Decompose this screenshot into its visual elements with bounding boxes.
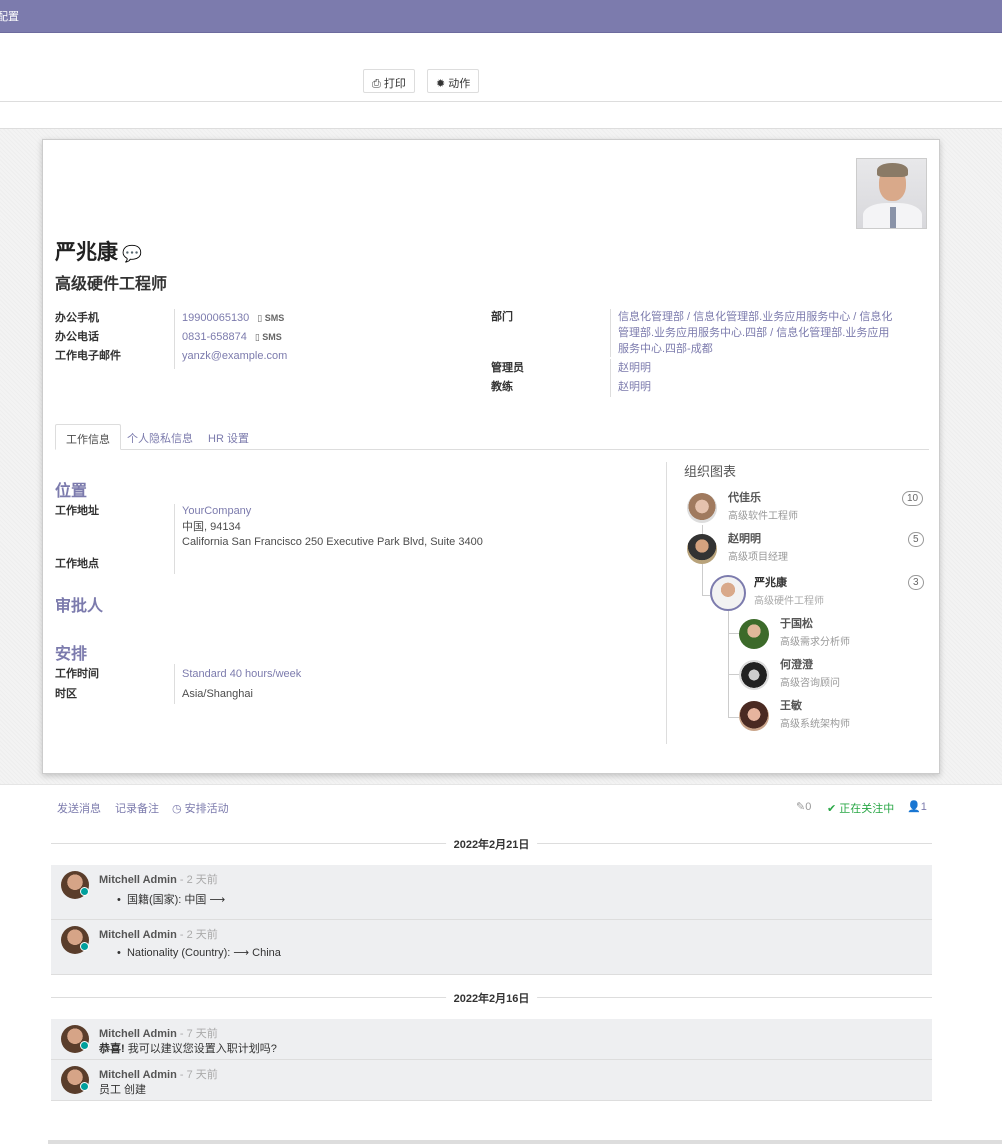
app-title[interactable]: 配置 — [0, 11, 19, 23]
org-line — [702, 595, 710, 596]
form-tabs: 工作信息 个人隐私信息 HR 设置 — [55, 424, 929, 450]
send-message-button[interactable]: 发送消息 — [57, 803, 101, 815]
print-icon: ⎙ — [372, 78, 381, 90]
date-separator: 2022年2月21日 — [51, 836, 932, 852]
working-hours[interactable]: Standard 40 hours/week — [174, 664, 301, 684]
schedule-fields: 工作时间 Standard 40 hours/week 时区 Asia/Shangh… — [55, 664, 301, 704]
author-name[interactable]: Mitchell Admin — [99, 874, 177, 886]
date-separator: 2022年2月16日 — [51, 990, 932, 1006]
location-fields: 工作地址 YourCompany 中国, 94134 California San F… — [55, 504, 483, 574]
gear-icon: ✹ — [436, 78, 446, 90]
employee-form-sheet: 严兆康 💬 高级硬件工程师 办公手机 19900065130 ▯ SMS 办公电话 08… — [42, 139, 940, 774]
check-icon: ✔ — [827, 803, 837, 815]
subordinate-count[interactable]: 5 — [908, 532, 924, 547]
online-status-icon — [80, 1041, 89, 1050]
message: Mitchell Admin - 2 天前 • 国籍(国家): 中国 ⟶ — [51, 865, 932, 920]
attachments-button[interactable]: ✎0 — [796, 801, 812, 813]
avatar — [739, 619, 769, 649]
chat-icon[interactable]: 💬 — [122, 246, 142, 263]
following-button[interactable]: ✔ 正在关注中 — [827, 803, 895, 815]
online-status-icon — [80, 1082, 89, 1091]
work-address[interactable]: YourCompany 中国, 94134 California San Franc… — [174, 504, 483, 555]
mobile-phone[interactable]: 19900065130 ▯ SMS — [174, 309, 284, 328]
tab-hr-settings[interactable]: HR 设置 — [208, 433, 249, 445]
print-button[interactable]: ⎙ 打印 — [363, 69, 415, 93]
tab-private-info[interactable]: 个人隐私信息 — [127, 433, 193, 445]
paperclip-icon: ✎ — [796, 801, 806, 813]
sms-button[interactable]: ▯ SMS — [254, 332, 282, 342]
author-name[interactable]: Mitchell Admin — [99, 1028, 177, 1040]
schedule-activity-button[interactable]: ◷ 安排活动 — [172, 803, 229, 815]
scrollbar[interactable] — [48, 1140, 1002, 1144]
manager[interactable]: 赵明明 — [610, 359, 651, 378]
online-status-icon — [80, 942, 89, 951]
log-note-button[interactable]: 记录备注 — [115, 803, 159, 815]
org-chart-title: 组织图表 — [684, 464, 737, 479]
section-location: 位置 — [55, 483, 88, 500]
control-panel: ⎙ 打印 ✹ 动作 — [0, 33, 1002, 102]
subordinate-count[interactable]: 3 — [908, 575, 924, 590]
section-schedule: 安排 — [55, 646, 88, 663]
org-line — [728, 633, 740, 634]
timezone[interactable]: Asia/Shanghai — [174, 684, 253, 704]
org-line — [728, 717, 740, 718]
followers-button[interactable]: 👤1 — [907, 801, 927, 813]
action-button[interactable]: ✹ 动作 — [427, 69, 480, 93]
avatar — [739, 660, 769, 690]
top-navbar: 配置 — [0, 0, 1002, 33]
org-line — [728, 674, 740, 675]
avatar — [710, 575, 746, 611]
avatar — [687, 534, 717, 564]
author-name[interactable]: Mitchell Admin — [99, 1069, 177, 1081]
department-fields: 部门 信息化管理部 / 信息化管理部.业务应用服务中心 / 信息化管理部.业务应用… — [491, 309, 901, 397]
job-title: 高级硬件工程师 — [55, 276, 168, 293]
coach[interactable]: 赵明明 — [610, 378, 651, 397]
message: Mitchell Admin - 2 天前 • Nationality (Cou… — [51, 920, 932, 975]
clock-icon: ◷ — [172, 803, 182, 815]
user-icon: 👤 — [907, 801, 921, 813]
divider — [0, 102, 1002, 129]
author-name[interactable]: Mitchell Admin — [99, 929, 177, 941]
message: Mitchell Admin - 7 天前 员工 创建 — [51, 1060, 932, 1101]
work-location[interactable] — [174, 554, 185, 574]
avatar — [739, 701, 769, 731]
work-email[interactable]: yanzk@example.com — [174, 347, 287, 369]
org-line — [728, 610, 729, 718]
department[interactable]: 信息化管理部 / 信息化管理部.业务应用服务中心 / 信息化管理部.业务应用服务… — [610, 309, 900, 357]
tab-work-info[interactable]: 工作信息 — [55, 424, 121, 450]
divider — [666, 462, 667, 744]
subordinate-count[interactable]: 10 — [902, 491, 924, 506]
avatar — [687, 493, 717, 523]
section-approvers: 审批人 — [55, 598, 104, 615]
message: Mitchell Admin - 7 天前 恭喜! 我可以建议您设置入职计划吗? — [51, 1019, 932, 1060]
work-phone[interactable]: 0831-658874 ▯ SMS — [174, 328, 282, 347]
employee-photo[interactable] — [856, 158, 927, 229]
sms-button[interactable]: ▯ SMS — [257, 313, 285, 323]
employee-name: 严兆康 💬 — [55, 241, 142, 264]
online-status-icon — [80, 887, 89, 896]
contact-fields: 办公手机 19900065130 ▯ SMS 办公电话 0831-658874 ▯ SM… — [55, 309, 287, 369]
